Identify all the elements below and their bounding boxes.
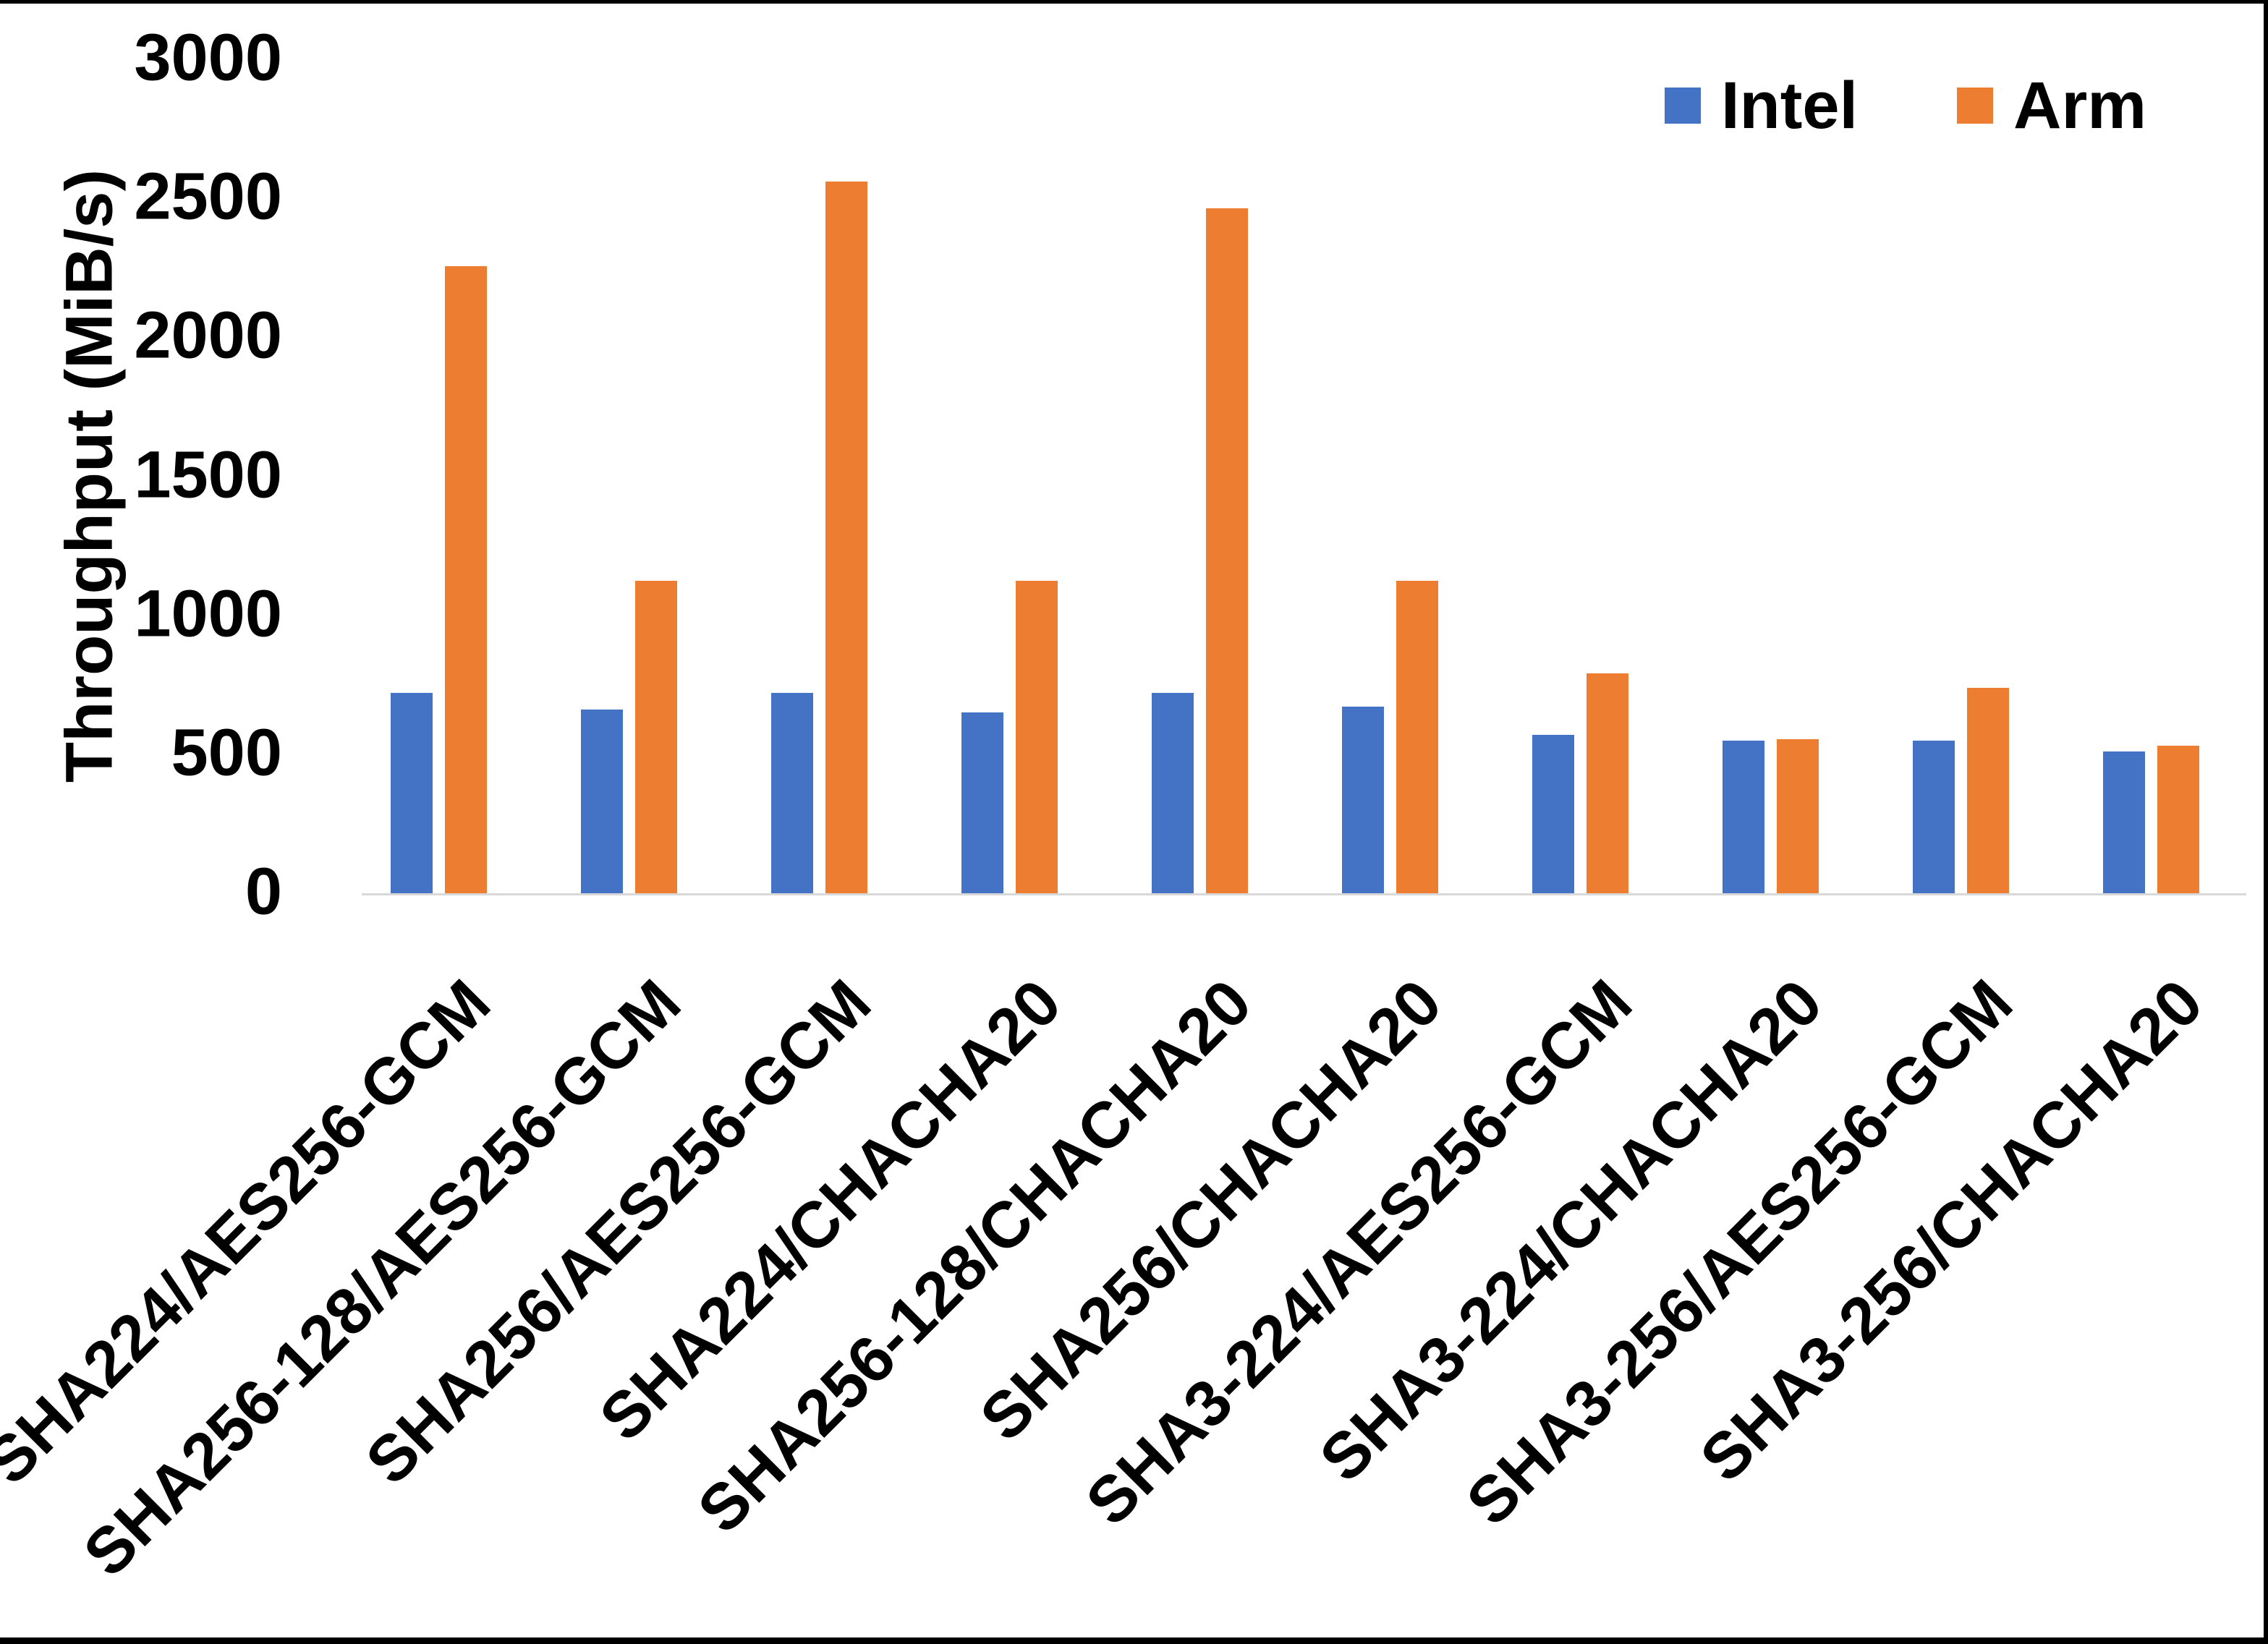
y-tick-label: 0 [245, 854, 282, 929]
frame-top [0, 0, 2268, 4]
frame-bottom [0, 1637, 2268, 1644]
y-tick-label: 2000 [134, 298, 282, 372]
x-axis-line [362, 893, 2246, 895]
arm-legend-swatch-icon [1957, 88, 1993, 124]
intel-bar [2103, 751, 2145, 893]
legend-label-intel: Intel [1721, 69, 1859, 142]
arm-bar [1967, 688, 2009, 893]
intel-bar [1152, 693, 1194, 893]
arm-bar [1587, 673, 1628, 893]
intel-bar [391, 693, 433, 893]
y-tick-label: 1000 [134, 576, 282, 651]
arm-bar [635, 581, 677, 893]
arm-bar [1396, 581, 1438, 893]
intel-bar [771, 693, 813, 893]
intel-bar [581, 710, 623, 893]
arm-bar [1016, 581, 1058, 893]
arm-bar [1206, 208, 1248, 893]
y-tick-label: 500 [171, 715, 283, 790]
y-tick-label: 1500 [134, 437, 282, 511]
arm-bar [2157, 746, 2199, 893]
intel-bar [1532, 735, 1574, 893]
arm-bar [445, 266, 487, 893]
y-tick-label: 2500 [134, 159, 282, 234]
intel-bar [1913, 741, 1955, 893]
legend-label-arm: Arm [2013, 69, 2147, 142]
legend-item-intel: Intel [1665, 72, 1858, 139]
intel-bar [961, 712, 1003, 893]
arm-bar [825, 182, 867, 893]
intel-legend-swatch-icon [1665, 88, 1701, 124]
intel-bar [1723, 741, 1764, 893]
intel-bar [1342, 707, 1384, 893]
y-axis-title: Throughput (MiB/s) [52, 169, 127, 783]
arm-bar [1777, 739, 1819, 893]
y-tick-label: 3000 [134, 20, 282, 95]
frame-right [2264, 0, 2268, 1644]
legend-item-arm: Arm [1957, 72, 2146, 139]
